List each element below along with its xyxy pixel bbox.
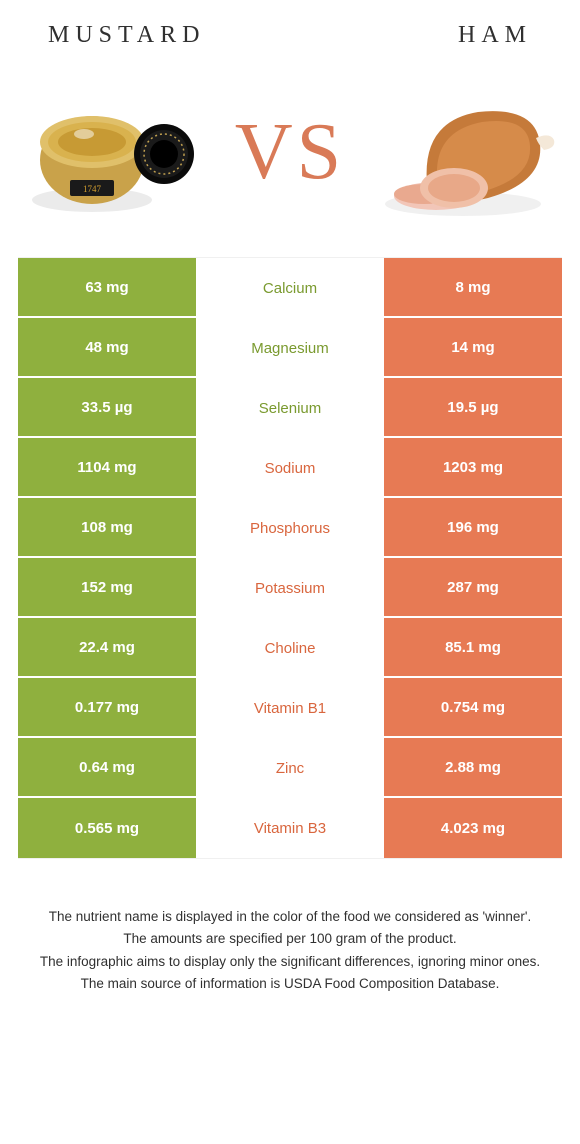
value-right: 2.88 mg bbox=[382, 738, 562, 798]
nutrient-name: Phosphorus bbox=[198, 498, 382, 558]
nutrient-name: Vitamin B3 bbox=[198, 798, 382, 858]
value-right: 1203 mg bbox=[382, 438, 562, 498]
value-left: 152 mg bbox=[18, 558, 198, 618]
nutrient-name: Sodium bbox=[198, 438, 382, 498]
value-right: 85.1 mg bbox=[382, 618, 562, 678]
footer-line: The amounts are specified per 100 gram o… bbox=[28, 929, 552, 949]
footer-line: The nutrient name is displayed in the co… bbox=[28, 907, 552, 927]
value-left: 63 mg bbox=[18, 258, 198, 318]
svg-text:1747: 1747 bbox=[83, 184, 102, 194]
value-right: 4.023 mg bbox=[382, 798, 562, 858]
nutrient-name: Choline bbox=[198, 618, 382, 678]
value-right: 19.5 µg bbox=[382, 378, 562, 438]
footer-notes: The nutrient name is displayed in the co… bbox=[18, 907, 562, 994]
nutrient-name: Potassium bbox=[198, 558, 382, 618]
table-row: 48 mgMagnesium14 mg bbox=[18, 318, 562, 378]
hero-row: 1747 VS bbox=[18, 77, 562, 227]
title-row: Mustard Ham bbox=[18, 22, 562, 49]
nutrient-name: Zinc bbox=[198, 738, 382, 798]
value-right: 14 mg bbox=[382, 318, 562, 378]
table-row: 63 mgCalcium8 mg bbox=[18, 258, 562, 318]
nutrient-name: Magnesium bbox=[198, 318, 382, 378]
table-row: 108 mgPhosphorus196 mg bbox=[18, 498, 562, 558]
food-left-image: 1747 bbox=[22, 82, 212, 222]
footer-line: The infographic aims to display only the… bbox=[28, 952, 552, 972]
value-left: 108 mg bbox=[18, 498, 198, 558]
value-left: 0.64 mg bbox=[18, 738, 198, 798]
value-right: 8 mg bbox=[382, 258, 562, 318]
value-right: 196 mg bbox=[382, 498, 562, 558]
value-right: 287 mg bbox=[382, 558, 562, 618]
value-left: 0.177 mg bbox=[18, 678, 198, 738]
nutrient-table: 63 mgCalcium8 mg48 mgMagnesium14 mg33.5 … bbox=[18, 257, 562, 859]
table-row: 22.4 mgCholine85.1 mg bbox=[18, 618, 562, 678]
footer-line: The main source of information is USDA F… bbox=[28, 974, 552, 994]
table-row: 33.5 µgSelenium19.5 µg bbox=[18, 378, 562, 438]
table-row: 0.565 mgVitamin B34.023 mg bbox=[18, 798, 562, 858]
value-left: 33.5 µg bbox=[18, 378, 198, 438]
food-left-title: Mustard bbox=[48, 22, 205, 49]
value-right: 0.754 mg bbox=[382, 678, 562, 738]
table-row: 0.177 mgVitamin B10.754 mg bbox=[18, 678, 562, 738]
value-left: 48 mg bbox=[18, 318, 198, 378]
nutrient-name: Vitamin B1 bbox=[198, 678, 382, 738]
value-left: 1104 mg bbox=[18, 438, 198, 498]
table-row: 0.64 mgZinc2.88 mg bbox=[18, 738, 562, 798]
nutrient-name: Selenium bbox=[198, 378, 382, 438]
table-row: 152 mgPotassium287 mg bbox=[18, 558, 562, 618]
table-row: 1104 mgSodium1203 mg bbox=[18, 438, 562, 498]
food-right-title: Ham bbox=[458, 22, 532, 49]
value-left: 22.4 mg bbox=[18, 618, 198, 678]
nutrient-name: Calcium bbox=[198, 258, 382, 318]
vs-label: VS bbox=[235, 107, 345, 198]
food-right-image bbox=[368, 82, 558, 222]
value-left: 0.565 mg bbox=[18, 798, 198, 858]
